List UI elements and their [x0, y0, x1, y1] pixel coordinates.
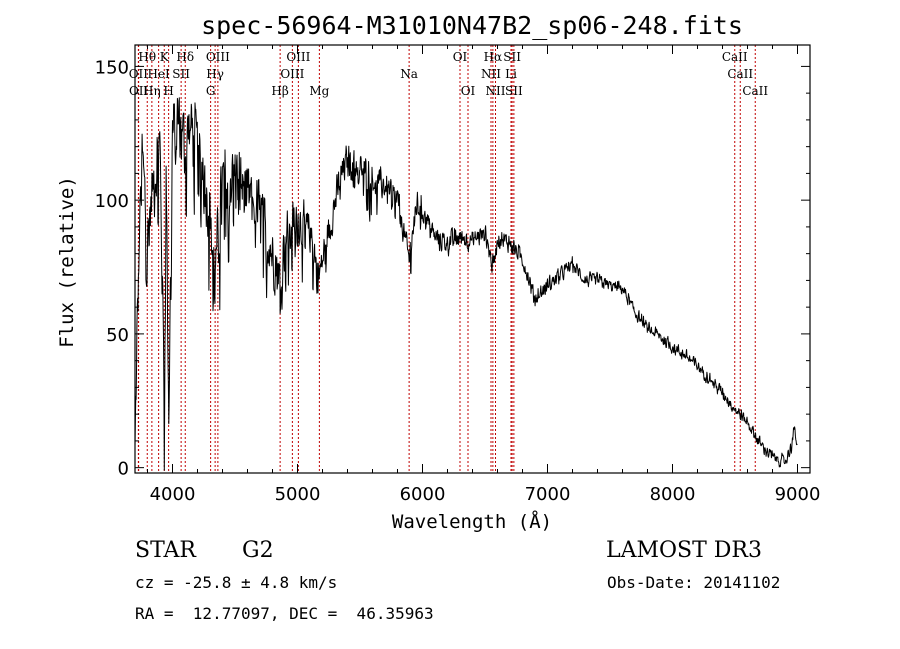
chart-title: spec-56964-M31010N47B2_sp06-248.fits	[201, 11, 743, 40]
redshift-info: cz = -25.8 ± 4.8 km/s	[135, 573, 338, 592]
object-subclass: G2	[242, 538, 274, 563]
y-tick-label: 100	[95, 191, 129, 212]
spectrum-line	[134, 97, 798, 471]
line-marker-label: Hα	[484, 50, 503, 64]
survey-name: LAMOST DR3	[606, 538, 762, 563]
x-tick-label: 7000	[525, 484, 571, 505]
line-marker-label: OII	[129, 84, 149, 98]
line-marker-label: SII	[172, 67, 190, 81]
x-tick-label: 9000	[775, 484, 821, 505]
line-marker-label: NII	[486, 84, 506, 98]
line-marker-label: G	[206, 84, 216, 98]
line-marker-label: K	[160, 50, 170, 64]
line-marker-label: HeI	[147, 67, 170, 81]
line-marker-label: H	[163, 84, 173, 98]
line-marker-label: CaII	[722, 50, 748, 64]
line-marker-label: Hδ	[176, 50, 194, 64]
line-marker-label: Hβ	[271, 84, 288, 98]
line-marker-label: OIII	[286, 50, 310, 64]
x-axis-label: Wavelength (Å)	[392, 510, 552, 533]
line-marker-label: Hγ	[206, 67, 224, 81]
y-tick-label: 0	[118, 459, 129, 480]
line-marker-label: Li	[505, 67, 517, 81]
line-marker-label: Mg	[309, 84, 329, 98]
coordinates-info: RA = 12.77097, DEC = 46.35963	[135, 604, 434, 623]
line-marker-label: SII	[505, 84, 523, 98]
line-marker-label: OI	[461, 84, 476, 98]
line-marker-label: SII	[503, 50, 521, 64]
line-marker-label: OII	[129, 67, 149, 81]
line-marker-labels: HθOIIOIIHηHeIKHSIIHδHγGOIIIHβOIIIOIIIMgN…	[129, 50, 769, 98]
line-marker-label: Na	[400, 67, 418, 81]
line-marker-label: Hθ	[138, 50, 156, 64]
object-class: STAR	[135, 538, 196, 563]
y-axis-label: Flux (relative)	[56, 176, 78, 348]
line-marker-label: Hη	[143, 84, 161, 98]
line-marker-label: CaII	[727, 67, 753, 81]
x-tick-label: 8000	[650, 484, 696, 505]
line-markers	[137, 45, 756, 473]
line-marker-label: OIII	[280, 67, 304, 81]
x-tick-label: 5000	[275, 484, 321, 505]
y-tick-label: 150	[95, 57, 129, 78]
line-marker-label: CaII	[742, 84, 768, 98]
x-tick-label: 4000	[150, 484, 196, 505]
x-tick-label: 6000	[400, 484, 446, 505]
line-marker-label: OIII	[206, 50, 230, 64]
x-axis: 4000 5000 6000 7000 8000 9000	[147, 45, 821, 505]
y-tick-label: 50	[106, 325, 129, 346]
y-axis: 0 50 100 150	[95, 57, 810, 480]
observation-date: Obs-Date: 20141102	[607, 573, 781, 592]
line-marker-label: NII	[481, 67, 501, 81]
line-marker-label: OI	[453, 50, 468, 64]
